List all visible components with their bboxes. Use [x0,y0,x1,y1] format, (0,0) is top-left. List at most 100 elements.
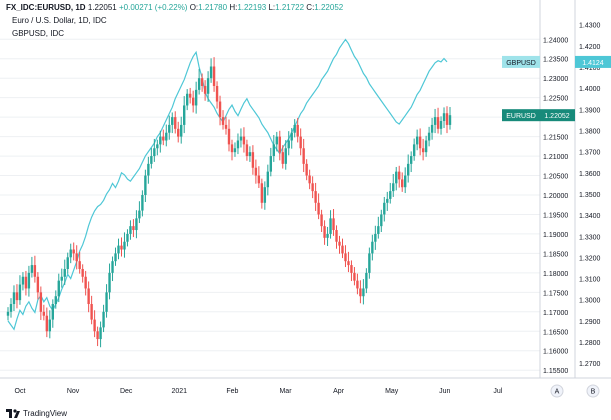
candle-body [377,226,380,234]
candle-body [344,253,347,262]
candle-body [171,117,174,125]
candle-body [341,245,344,254]
candle-body [159,136,162,145]
candle-body [212,66,216,86]
candle-body [302,148,305,164]
candle-body [233,148,237,153]
candle-body [227,128,231,145]
candle-body [177,128,180,137]
candle-body [191,97,195,106]
candle-body [21,276,25,285]
candle-body [386,198,389,203]
candle-body [24,276,28,289]
chart-header: FX_IDC:EURUSD, 1D 1.22051 +0.00271 (+0.2… [6,3,343,12]
candle-body [162,136,165,141]
left-axis-tick-label: 1.18000 [543,271,568,278]
right-axis-tick-label: 1.4100 [579,65,601,72]
candle-body [406,163,410,176]
candle-body [30,265,34,273]
x-tick-label: Jul [493,388,502,395]
candle-body [281,152,284,164]
candle-body [93,319,96,332]
candle-body [415,136,419,145]
candle-body [150,156,153,164]
candle-body [120,245,123,250]
candle-body [395,171,398,184]
candle-body [200,78,204,86]
right-axis-tick-label: 1.2700 [579,361,601,368]
candle-body [436,117,440,129]
candle-body [99,327,102,340]
candle-body [314,191,317,203]
candle-body [433,117,437,125]
candle-body [96,331,99,340]
candle-body [87,288,90,305]
candle-body [180,124,183,137]
candle-body [224,124,228,129]
tradingview-label: TradingView [23,409,68,418]
candle-body [317,202,320,215]
candle-body [287,140,290,149]
candle-body [135,218,138,231]
x-tick-label: May [385,388,399,395]
right-axis-tick-label: 1.4200 [579,44,601,51]
left-axis-tick-label: 1.24000 [543,37,568,44]
tradingview-brand[interactable]: TradingView [6,409,67,418]
candle-body [329,218,332,234]
candle-body [299,136,302,149]
candle-body [165,132,168,141]
candle-body [374,233,377,242]
candle-body [278,136,281,153]
eurusd-name-label: EURUSD [506,113,536,120]
candle-body [12,292,16,305]
candle-body [203,85,207,94]
candle-body [57,280,60,297]
candle-body [356,280,359,289]
candle-body [117,245,120,254]
candle-body [242,136,246,145]
candle-body [105,292,108,312]
candle-body [218,101,222,118]
candle-body [54,296,57,305]
candle-body [9,304,13,312]
candle-body [236,140,240,149]
candle-body [424,140,428,153]
x-tick-label: Apr [333,388,345,395]
right-axis-tick-label: 1.3500 [579,192,601,199]
symbol-label: FX_IDC:EURUSD, 1D [6,3,86,12]
x-tick-label: Dec [120,388,133,395]
right-axis-tick-label: 1.3400 [579,213,601,220]
candle-body [275,136,278,145]
candle-body [129,226,132,234]
candle-body [398,171,401,180]
x-tick-label: 2021 [172,388,188,395]
left-axis-tick-label: 1.16500 [543,329,568,336]
candle-body [72,249,75,254]
left-axis-tick-label: 1.15500 [543,368,568,375]
left-axis-tick-label: 1.23000 [543,76,568,83]
candle-body [156,144,159,149]
candle-body [383,202,386,215]
candle-body [144,175,147,195]
candle-body [206,78,210,94]
right-axis-tick-label: 1.4300 [579,23,601,30]
candle-body [335,230,338,242]
candle-body [326,233,329,238]
candle-body [365,272,368,289]
candle-body [183,105,186,125]
low-label: L: [268,3,276,12]
candle-body [338,241,341,246]
right-axis-tick-label: 1.4000 [579,86,601,93]
open-value: 1.21780 [198,3,228,12]
candle-body [347,261,350,266]
close-label: C: [306,3,315,12]
candle-body [362,288,365,297]
candle-body [427,132,431,141]
candle-body [448,115,452,125]
candle-body [412,144,416,157]
eurusd-name-tag [502,109,540,122]
left-axis-tick-label: 1.20000 [543,193,568,200]
candle-body [18,284,22,301]
left-axis-tick-label: 1.20500 [543,174,568,181]
